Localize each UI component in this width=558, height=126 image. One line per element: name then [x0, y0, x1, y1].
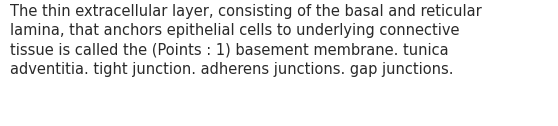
Text: The thin extracellular layer, consisting of the basal and reticular
lamina, that: The thin extracellular layer, consisting…	[10, 4, 482, 77]
